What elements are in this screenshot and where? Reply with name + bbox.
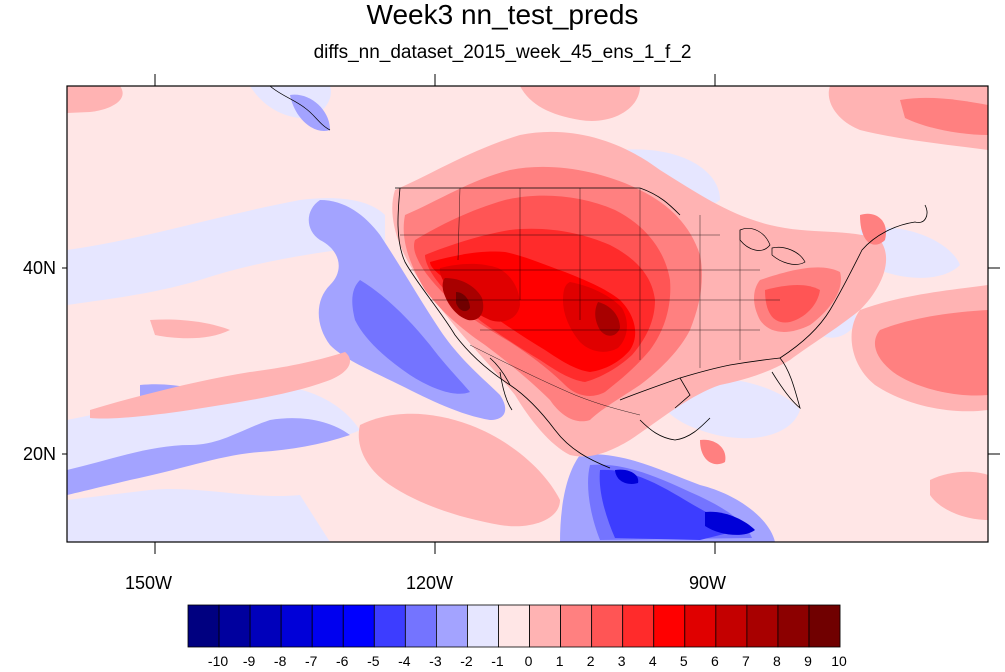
colorbar-swatch (529, 604, 561, 648)
y-axis-label-40n: 40N (23, 258, 57, 278)
x-axis-label-90w: 90W (689, 573, 727, 593)
map-ticks (62, 74, 1000, 554)
colorbar-tick-label: -4 (398, 653, 411, 669)
colorbar-swatch (187, 604, 220, 648)
colorbar-swatch (715, 604, 748, 648)
colorbar-swatch (467, 604, 499, 648)
colorbar-swatch (280, 604, 313, 648)
alaska-coast (269, 86, 331, 131)
colorbar-tick-label: 2 (586, 653, 595, 669)
colorbar-tick-label: -6 (336, 653, 349, 669)
colorbar-tick-label: -8 (273, 653, 287, 669)
colorbar-tick-label: 6 (710, 653, 719, 669)
coastlines (395, 187, 928, 469)
colorbar-swatch (311, 604, 344, 648)
colorbar-tick-label: -10 (207, 653, 229, 669)
colorbar-tick-label: 4 (648, 653, 657, 669)
colorbar-swatch (342, 604, 375, 648)
colorbar-swatch (653, 604, 686, 648)
colorbar (187, 604, 841, 648)
colorbar-swatch (746, 604, 779, 648)
colorbar-swatch (622, 604, 655, 648)
colorbar-swatch (435, 604, 468, 648)
x-axis-label-150w: 150W (125, 573, 173, 593)
colorbar-tick-label: -2 (460, 653, 473, 669)
map-title: Week3 nn_test_preds (366, 0, 639, 30)
colorbar-tick-label: -3 (429, 653, 442, 669)
colorbar-tick-label: 1 (555, 653, 564, 669)
colorbar-tick-label: -5 (367, 653, 380, 669)
colorbar-swatch (404, 604, 437, 648)
map-frame (66, 85, 989, 543)
y-axis-label-20n: 20N (23, 444, 57, 464)
colorbar-swatch (218, 604, 251, 648)
colorbar-swatch (777, 604, 810, 648)
colorbar-tick-label: -7 (304, 653, 318, 669)
great-lakes (739, 228, 806, 265)
x-axis-label-120w: 120W (406, 573, 454, 593)
positive-anomaly-medium-ocean (700, 97, 988, 465)
colorbar-tick-label: 0 (524, 653, 533, 669)
colorbar-tick-label: -9 (242, 653, 256, 669)
colorbar-tick-label: 3 (617, 653, 626, 669)
negative-anomaly-deepest (615, 469, 755, 535)
colorbar-tick-label: 8 (773, 653, 781, 669)
positive-anomaly-max (456, 292, 470, 312)
colorbar-tick-label: 10 (831, 653, 847, 669)
colorbar-tick-label: 9 (804, 653, 812, 669)
negative-anomaly-deep (599, 469, 740, 540)
map-subtitle: diffs_nn_dataset_2015_week_45_ens_1_f_2 (313, 42, 692, 63)
colorbar-swatch (808, 604, 841, 648)
colorbar-swatch (560, 604, 593, 648)
colorbar-swatch (249, 604, 282, 648)
state-borders (400, 187, 780, 416)
colorbar-swatch (498, 604, 530, 648)
colorbar-swatch (373, 604, 406, 648)
anomaly-field (67, 86, 988, 542)
colorbar-swatch (684, 604, 717, 648)
colorbar-tick-label: 7 (741, 653, 750, 669)
colorbar-tick-label: -1 (491, 653, 504, 669)
colorbar-tick-label: 5 (679, 653, 688, 669)
colorbar-swatch (591, 604, 624, 648)
colorbar-swatches (187, 604, 841, 648)
